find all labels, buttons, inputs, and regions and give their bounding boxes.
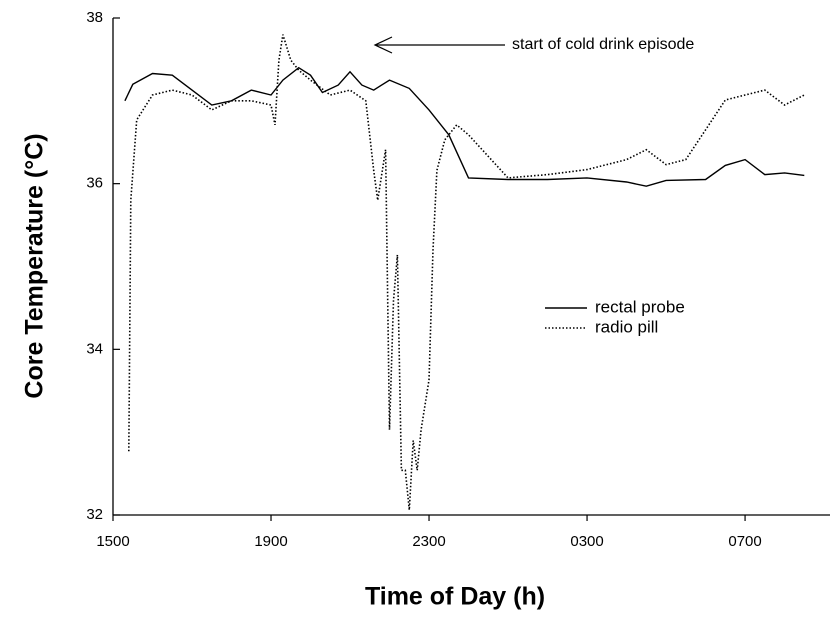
x-tick-label: 2300 — [412, 533, 445, 550]
x-tick-label: 0300 — [570, 533, 603, 550]
y-tick-label: 36 — [86, 175, 103, 192]
y-tick-label: 34 — [86, 340, 103, 357]
series-line — [124, 66, 805, 187]
series-line — [128, 34, 805, 511]
legend-label: rectal probe — [595, 297, 685, 316]
x-axis-title: Time of Day (h) — [365, 583, 545, 611]
x-tick-label: 1900 — [254, 533, 287, 550]
y-tick-label: 38 — [86, 9, 103, 26]
annotation-arrowhead — [373, 36, 393, 54]
x-tick-label: 0700 — [728, 533, 761, 550]
legend-label: radio pill — [595, 317, 658, 336]
x-tick-label: 1500 — [96, 533, 129, 550]
y-tick-label: 32 — [86, 506, 103, 523]
y-axis-title: Core Temperature (°C) — [21, 133, 49, 398]
annotation: start of cold drink episode — [512, 36, 694, 53]
